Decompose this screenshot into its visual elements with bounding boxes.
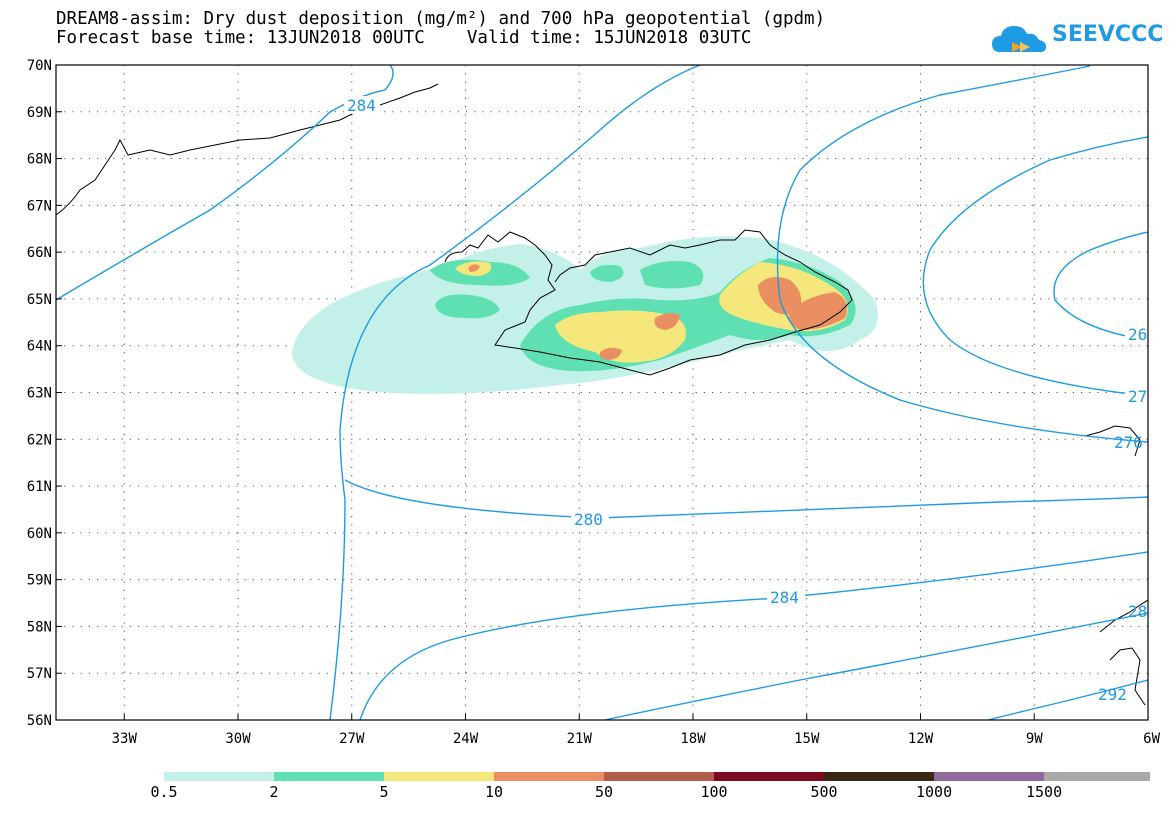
legend-swatch bbox=[1044, 772, 1150, 781]
contour-272 bbox=[922, 136, 1148, 397]
coastlines bbox=[56, 83, 1148, 706]
contour-label: 284 bbox=[347, 96, 376, 115]
latitude-label: 68N bbox=[27, 152, 52, 168]
contour-284-northwest bbox=[56, 65, 394, 301]
contour-label: 292 bbox=[1098, 685, 1127, 704]
greenland-coast bbox=[56, 83, 439, 216]
contour-label: 276 bbox=[1114, 433, 1143, 452]
longitude-label: 9W bbox=[1026, 731, 1043, 747]
dust-area-10 bbox=[654, 313, 680, 330]
legend-label: 100 bbox=[700, 783, 728, 801]
legend-swatch bbox=[604, 772, 714, 781]
latitude-label: 58N bbox=[27, 619, 52, 635]
contour-labels: 284 280 284 26 27 276 292 28 bbox=[344, 96, 1148, 704]
latitude-label: 64N bbox=[27, 339, 52, 355]
forecast-times: Forecast base time: 13JUN2018 00UTC Vali… bbox=[56, 28, 752, 48]
contour-292 bbox=[987, 679, 1148, 720]
latitude-label: 62N bbox=[27, 432, 52, 448]
scotland-coast bbox=[1109, 647, 1146, 706]
legend-label: 10 bbox=[485, 783, 504, 801]
legend-label: 50 bbox=[595, 783, 614, 801]
faroe-coast bbox=[1084, 425, 1141, 457]
map-title: DREAM8-assim: Dry dust deposition (mg/m²… bbox=[56, 9, 826, 29]
legend-label: 2 bbox=[269, 783, 279, 801]
legend-swatch bbox=[494, 772, 604, 781]
logo-text: SEEVCCC bbox=[1052, 22, 1164, 47]
dust-color-legend bbox=[164, 772, 1150, 781]
contour-284-south bbox=[359, 551, 1148, 720]
longitude-label: 18W bbox=[680, 731, 706, 747]
legend-swatch bbox=[384, 772, 494, 781]
contour-label: 280 bbox=[574, 510, 603, 529]
contour-276-east bbox=[776, 65, 1148, 443]
latitude-label: 70N bbox=[27, 58, 52, 74]
contour-label: 26 bbox=[1128, 325, 1147, 344]
latitude-label: 65N bbox=[27, 292, 52, 308]
geopotential-contours bbox=[56, 65, 1148, 720]
latitude-label: 60N bbox=[27, 526, 52, 542]
longitude-label: 12W bbox=[908, 731, 934, 747]
dust-area-10 bbox=[468, 264, 480, 272]
scotland-coast bbox=[1099, 599, 1148, 633]
iceland-coast bbox=[444, 229, 853, 376]
longitude-label: 21W bbox=[567, 731, 593, 747]
dust-area-10 bbox=[788, 292, 848, 330]
dust-area-2 bbox=[590, 264, 624, 282]
legend-label: 1500 bbox=[1026, 783, 1063, 801]
dust-area-2 bbox=[640, 261, 704, 289]
map-frame-bg bbox=[56, 65, 1148, 720]
longitude-label: 15W bbox=[794, 731, 820, 747]
latitude-label: 56N bbox=[27, 713, 52, 729]
dust-deposition-map: 284 280 284 26 27 276 292 28 70N 69N 68N 67… bbox=[27, 58, 1161, 747]
legend-label: 500 bbox=[810, 783, 838, 801]
longitude-label: 30W bbox=[225, 731, 251, 747]
dust-deposition-shading bbox=[292, 236, 878, 394]
longitude-label: 27W bbox=[339, 731, 365, 747]
latitude-label: 66N bbox=[27, 245, 52, 261]
latitude-label: 63N bbox=[27, 386, 52, 402]
dust-area-2 bbox=[435, 294, 500, 319]
contour-280-main bbox=[329, 65, 701, 720]
contour-268 bbox=[1053, 231, 1148, 341]
latitude-label: 67N bbox=[27, 198, 52, 214]
contour-288 bbox=[604, 612, 1148, 720]
latitude-label: 69N bbox=[27, 105, 52, 121]
longitude-label: 33W bbox=[112, 731, 138, 747]
longitude-label: 6W bbox=[1143, 731, 1160, 747]
latitude-label: 57N bbox=[27, 666, 52, 682]
contour-label: 284 bbox=[770, 588, 799, 607]
contour-280-south bbox=[344, 479, 1148, 519]
legend-label: 0.5 bbox=[150, 783, 178, 801]
contour-label: 28 bbox=[1128, 602, 1147, 621]
legend-label: 5 bbox=[379, 783, 389, 801]
dust-area-5 bbox=[555, 310, 686, 363]
longitude-label: 24W bbox=[453, 731, 479, 747]
latitude-label: 61N bbox=[27, 479, 52, 495]
legend-swatch bbox=[164, 772, 274, 781]
legend-swatch bbox=[274, 772, 384, 781]
legend-swatch bbox=[824, 772, 934, 781]
latitude-labels: 70N 69N 68N 67N 66N 65N 64N 63N 62N 61N 60N 59N 58N 5… bbox=[27, 58, 62, 729]
legend-label: 1000 bbox=[916, 783, 953, 801]
longitude-labels: 33W 30W 27W 24W 21W 18W 15W 12W 9W 6W bbox=[112, 714, 1161, 747]
seevccc-cloud-logo-icon bbox=[992, 26, 1046, 52]
contour-label: 27 bbox=[1128, 387, 1147, 406]
legend-swatch bbox=[934, 772, 1044, 781]
dust-area-10 bbox=[599, 347, 622, 360]
legend-swatch bbox=[714, 772, 824, 781]
latitude-label: 59N bbox=[27, 573, 52, 589]
